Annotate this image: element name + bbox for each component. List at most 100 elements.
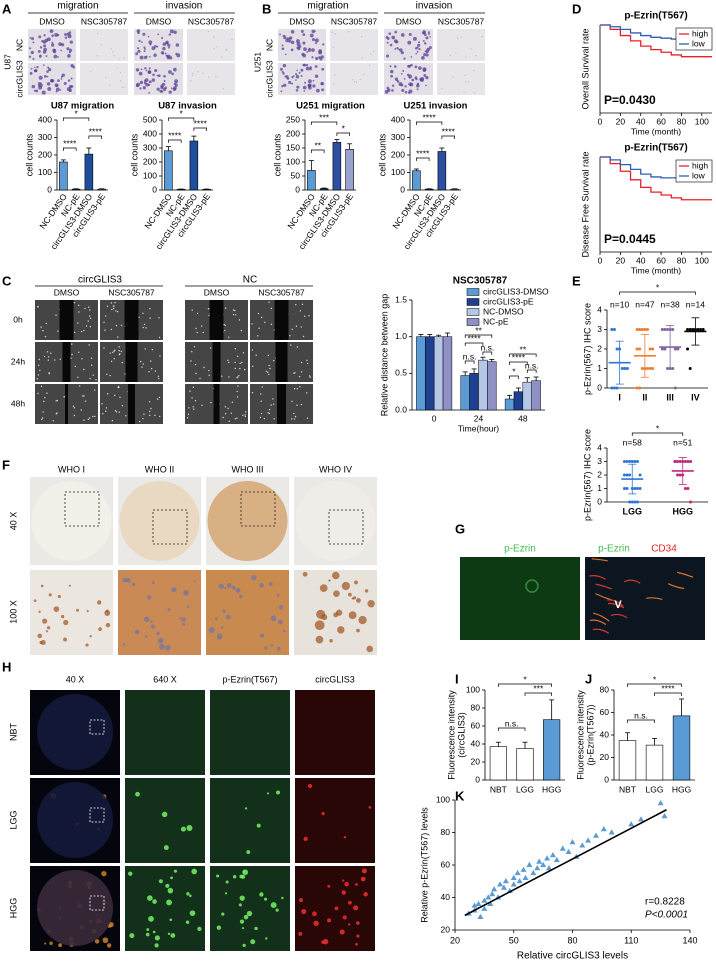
cell-dot	[101, 402, 103, 405]
cell-dot	[320, 55, 324, 59]
data-point	[678, 473, 682, 477]
cell-dot	[142, 363, 145, 365]
cell-dot	[56, 399, 59, 402]
cell-dot	[46, 70, 49, 73]
pore-dot	[331, 31, 333, 33]
cell-dot	[421, 31, 426, 35]
signal-spot	[170, 933, 176, 938]
cell-dot	[290, 29, 295, 34]
cell-dot	[242, 414, 244, 417]
cell-dot	[290, 418, 293, 420]
signal-spot	[161, 811, 168, 818]
cell-dot	[87, 418, 90, 420]
bar	[478, 359, 488, 411]
cell-dot	[168, 46, 170, 49]
data-point	[481, 905, 488, 911]
y-tick-label: 80	[600, 684, 610, 694]
stain-spot	[221, 626, 224, 629]
scratch-gap	[212, 342, 221, 382]
signal-spot	[313, 920, 319, 927]
cell-dot	[150, 367, 153, 370]
cell-dot	[311, 29, 316, 34]
cell-dot	[92, 415, 94, 418]
cell-dot	[305, 64, 309, 67]
cell-dot	[267, 354, 270, 357]
panel-letter: A	[2, 1, 12, 16]
column-label: NSC305787	[108, 287, 155, 297]
cell-dot	[234, 367, 237, 370]
stain-spot	[315, 635, 324, 644]
signal-spot	[241, 927, 245, 930]
significance-label: ****	[423, 112, 437, 122]
cell-dot	[40, 326, 42, 328]
y-tick-label: 0.5	[395, 368, 407, 378]
signal-spot	[242, 869, 249, 876]
cell-dot	[239, 362, 241, 365]
data-point	[648, 347, 652, 351]
cell-dot	[315, 88, 320, 93]
panel-letter: C	[2, 273, 12, 288]
zoom-box	[240, 491, 276, 527]
cell-dot	[404, 90, 408, 94]
x-axis-label: Time (month)	[631, 126, 681, 136]
cell-dot	[202, 331, 204, 334]
y-axis-label: Disease Free Survival rate	[580, 151, 590, 257]
cell-dot	[37, 392, 39, 395]
cell-dot	[307, 79, 312, 84]
cell-dot	[43, 44, 47, 48]
cell-dot	[244, 368, 246, 371]
cell-dot	[294, 415, 297, 418]
pore-dot	[100, 44, 102, 46]
cell-dot	[149, 307, 151, 310]
pore-dot	[109, 84, 111, 86]
signal-spot	[189, 894, 192, 898]
pore-dot	[213, 47, 215, 50]
cell-dot	[77, 322, 79, 324]
cell-dot	[113, 358, 115, 360]
signal-spot	[148, 916, 154, 922]
cell-dot	[272, 398, 274, 400]
cell-dot	[400, 33, 405, 37]
significance-label: n.s.	[505, 718, 519, 728]
cell-dot	[39, 369, 41, 372]
cell-dot	[210, 347, 212, 349]
stain-spot	[226, 583, 232, 588]
cell-dot	[114, 301, 116, 304]
data-point	[500, 884, 507, 890]
cell-dot	[37, 49, 41, 53]
stain-spot	[225, 614, 231, 620]
cell-dot	[238, 319, 241, 321]
tissue-core	[37, 782, 113, 858]
cell-dot	[410, 63, 413, 67]
panel-letter: I	[455, 671, 459, 686]
cell-dot	[300, 361, 303, 364]
signal-spot	[250, 939, 256, 945]
significance-bracket	[416, 157, 430, 161]
cell-dot	[174, 79, 179, 84]
cell-dot	[150, 407, 152, 410]
data-point	[683, 487, 687, 490]
cell-dot	[115, 411, 118, 413]
cell-dot	[296, 346, 299, 348]
cell-dot	[120, 324, 123, 327]
stain-spot	[33, 599, 37, 603]
panel-letter: D	[572, 1, 581, 16]
cell-dot	[189, 390, 191, 392]
n-label: n=38	[661, 299, 680, 309]
significance-label: *	[523, 674, 527, 684]
cell-dot	[196, 331, 198, 334]
cell-dot	[172, 87, 177, 92]
x-tick-label: HGG	[672, 506, 693, 516]
stain-spot	[105, 622, 111, 628]
legend-label: NC-DMSO	[483, 306, 524, 316]
cell-dot	[157, 377, 160, 380]
data-point	[633, 487, 637, 490]
y-tick-label: 80	[441, 827, 451, 837]
cell-dot	[288, 80, 292, 85]
cell-dot	[143, 50, 146, 53]
y-tick-label: 1.0	[395, 331, 407, 341]
signal-spot	[246, 850, 251, 855]
cell-dot	[95, 379, 97, 381]
cell-dot	[149, 55, 151, 58]
cell-dot	[145, 327, 147, 329]
